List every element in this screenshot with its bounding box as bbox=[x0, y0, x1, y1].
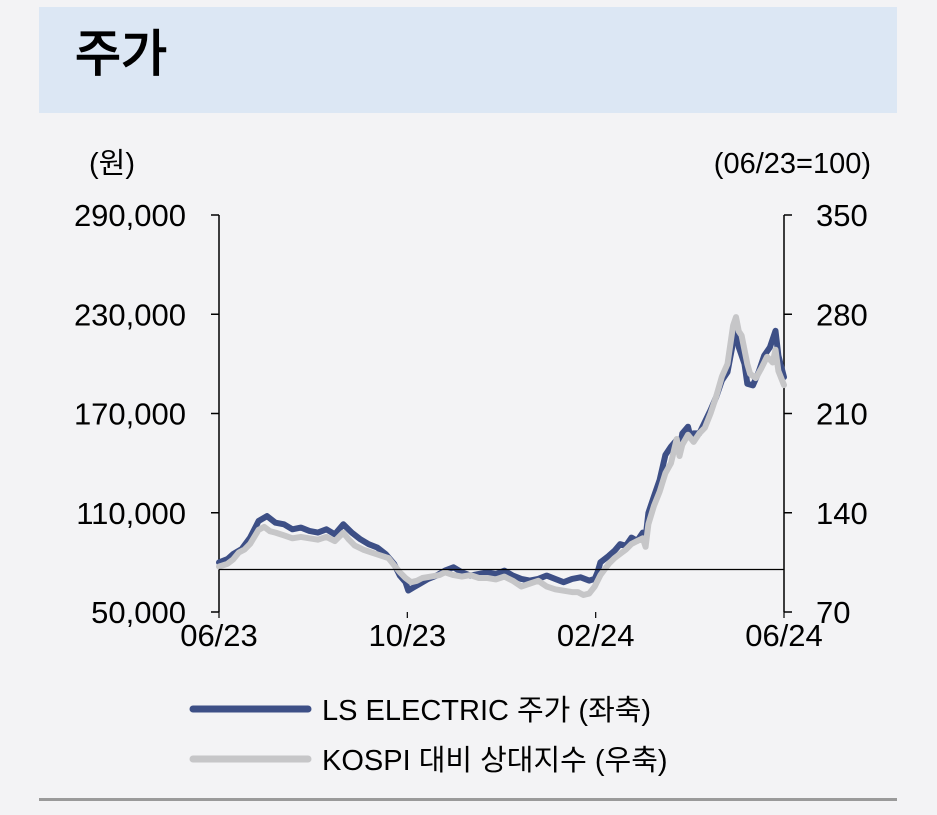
bottom-divider bbox=[39, 798, 897, 801]
x-tick-label: 10/23 bbox=[369, 618, 447, 653]
right-axis-unit: (06/23=100) bbox=[714, 148, 871, 180]
series-line-2 bbox=[216, 314, 787, 598]
legend-label-2: KOSPI 대비 상대지수 (우축) bbox=[322, 744, 668, 777]
page-title: 주가 bbox=[75, 25, 167, 83]
legend-label-1: LS ELECTRIC 주가 (좌축) bbox=[322, 695, 651, 727]
right-tick-label: 350 bbox=[816, 198, 868, 233]
x-tick-label: 02/24 bbox=[557, 618, 635, 653]
left-tick-label: 110,000 bbox=[76, 496, 186, 531]
left-axis-unit: (원) bbox=[89, 148, 135, 180]
left-tick-label: 170,000 bbox=[74, 397, 186, 432]
right-tick-label: 70 bbox=[816, 595, 850, 630]
left-tick-label: 290,000 bbox=[74, 198, 186, 233]
left-tick-label: 50,000 bbox=[91, 595, 186, 630]
series-line-1 bbox=[216, 324, 787, 594]
x-tick-label: 06/23 bbox=[180, 618, 258, 653]
x-tick-label: 06/24 bbox=[745, 618, 823, 653]
right-tick-label: 280 bbox=[816, 297, 868, 332]
left-tick-label: 230,000 bbox=[74, 297, 186, 332]
right-tick-label: 210 bbox=[816, 397, 868, 432]
right-tick-label: 140 bbox=[816, 496, 868, 531]
title-bar: 주가 bbox=[39, 7, 897, 113]
